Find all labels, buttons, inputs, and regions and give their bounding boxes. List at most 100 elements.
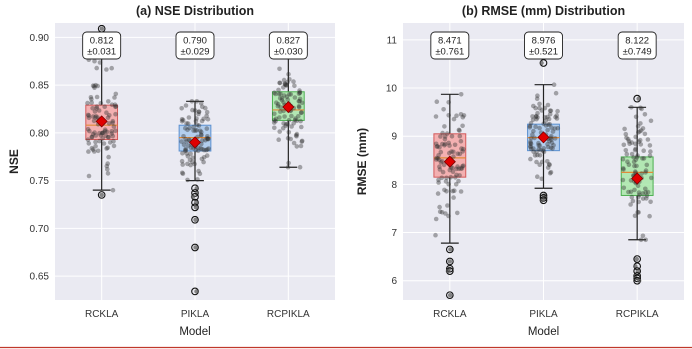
sample-point: [640, 156, 645, 161]
sample-point: [298, 110, 304, 116]
sample-point: [532, 135, 537, 141]
sample-point: [194, 122, 200, 128]
sample-point: [94, 65, 99, 71]
sample-point: [199, 118, 205, 124]
sample-point: [647, 143, 653, 148]
sample-point: [552, 126, 558, 131]
sample-point: [292, 95, 298, 100]
sample-point: [636, 210, 641, 215]
sample-point: [631, 159, 637, 165]
sample-point: [446, 100, 452, 105]
sample-point: [458, 138, 464, 144]
sample-point: [450, 165, 455, 171]
sample-point: [635, 123, 641, 129]
annotation-mean: 8.122: [625, 36, 649, 47]
sample-point: [635, 153, 640, 158]
sample-point: [180, 171, 186, 176]
sample-point: [446, 113, 452, 118]
sample-point: [536, 140, 541, 146]
y-tick-label: 7: [391, 228, 397, 239]
sample-point: [106, 154, 111, 160]
sample-point: [620, 177, 626, 183]
sample-point: [196, 145, 201, 150]
sample-point: [445, 203, 450, 208]
sample-point: [198, 132, 204, 137]
sample-point: [549, 133, 554, 139]
sample-point: [90, 106, 95, 111]
sample-point: [109, 102, 115, 107]
sample-point: [546, 122, 551, 127]
sample-point: [451, 116, 457, 122]
annotation-box: [617, 31, 657, 60]
outlier-marker: [191, 215, 199, 224]
sample-point: [545, 141, 550, 147]
sample-point: [528, 120, 534, 126]
sample-point: [190, 159, 195, 165]
mean-marker: [537, 131, 550, 144]
sample-point: [283, 82, 288, 88]
sample-point: [620, 156, 626, 162]
sample-point: [110, 133, 116, 139]
sample-point: [277, 80, 282, 86]
sample-point: [287, 77, 292, 82]
sample-point: [297, 88, 302, 93]
sample-point: [196, 123, 202, 128]
sample-point: [106, 121, 112, 126]
sample-point: [286, 130, 292, 135]
sample-point: [186, 137, 192, 142]
sample-point: [291, 140, 297, 146]
sample-point: [640, 191, 646, 196]
sample-point: [450, 169, 456, 174]
sample-point: [547, 108, 553, 113]
box-group-pikla: 8.976±0.521: [524, 31, 563, 205]
sample-point: [95, 83, 100, 89]
sample-point: [105, 166, 110, 172]
sample-point: [460, 114, 466, 120]
sample-point: [527, 123, 533, 129]
sample-point: [297, 164, 303, 170]
sample-point: [180, 170, 185, 176]
sample-point: [186, 115, 192, 120]
sample-point: [528, 139, 533, 144]
sample-point: [629, 140, 635, 145]
sample-point: [109, 131, 114, 136]
sample-point: [90, 147, 96, 152]
sample-point: [547, 138, 552, 144]
sample-point: [298, 118, 303, 124]
y-tick-label: 0.90: [30, 33, 50, 44]
sample-point: [204, 136, 210, 141]
sample-point: [457, 128, 462, 133]
sample-point: [630, 198, 636, 204]
sample-point: [285, 121, 291, 127]
sample-point: [456, 166, 462, 171]
sample-point: [105, 134, 111, 140]
sample-point: [272, 125, 277, 131]
sample-point: [199, 156, 205, 162]
sample-point: [85, 137, 91, 142]
sample-point: [89, 100, 94, 105]
sample-point: [648, 118, 654, 124]
sample-point: [191, 124, 196, 130]
sample-point: [640, 233, 646, 239]
sample-point: [93, 82, 98, 88]
sample-point: [274, 100, 279, 105]
sample-point: [439, 159, 445, 164]
sample-point: [294, 118, 300, 124]
sample-point: [622, 126, 627, 132]
sample-point: [455, 151, 461, 156]
sample-point: [634, 154, 640, 160]
outlier-point: [447, 292, 453, 298]
sample-point: [183, 148, 188, 154]
sample-point: [645, 189, 651, 195]
sample-point: [460, 149, 466, 154]
sample-point: [636, 199, 641, 205]
sample-point: [281, 100, 286, 105]
sample-point: [457, 173, 462, 178]
sample-point: [199, 132, 204, 138]
sample-point: [536, 146, 542, 152]
sample-point: [636, 194, 641, 200]
outlier-point: [193, 205, 199, 210]
stat-annotation: 8.122±0.749: [617, 31, 657, 60]
sample-point: [185, 121, 191, 126]
sample-point: [90, 114, 96, 119]
